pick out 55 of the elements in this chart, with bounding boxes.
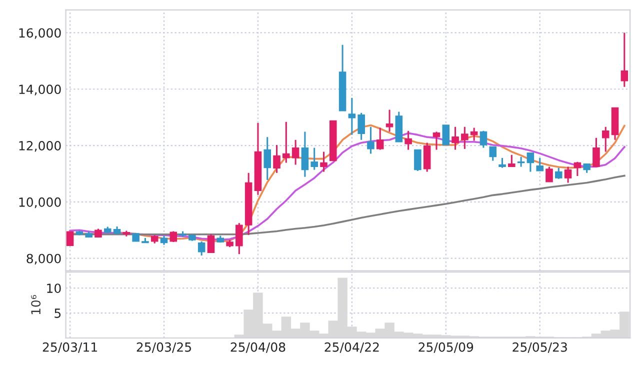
- candlestick: [574, 161, 582, 177]
- y-tick-label: 10,000: [19, 197, 61, 208]
- candlestick: [470, 127, 478, 142]
- candlestick: [517, 156, 525, 168]
- candlestick: [452, 126, 459, 151]
- candlestick: [170, 230, 178, 243]
- x-tick-label: 25/03/25: [136, 342, 191, 353]
- candlestick: [546, 166, 553, 183]
- y-tick-label: 5: [54, 308, 61, 318]
- candlestick: [489, 146, 497, 162]
- candlestick: [66, 231, 74, 246]
- candlestick: [282, 121, 290, 164]
- candlestick: [207, 234, 215, 254]
- candlestick: [423, 142, 431, 173]
- candlestick: [602, 126, 610, 153]
- candlestick: [404, 130, 412, 151]
- x-tick-label: 25/05/09: [418, 342, 474, 353]
- candlestick: [592, 137, 600, 168]
- y-tick-label: 12,000: [19, 141, 61, 152]
- candlestick: [236, 222, 243, 255]
- candlestick: [498, 157, 506, 169]
- candlestick: [508, 154, 516, 168]
- candlestick: [292, 139, 300, 166]
- candlestick: [386, 108, 394, 132]
- candlestick: [461, 126, 468, 150]
- candlestick: [376, 127, 384, 151]
- candlestick: [198, 240, 206, 256]
- candlestick: [432, 130, 440, 151]
- y-tick-label: 10: [47, 284, 61, 294]
- candlestick: [620, 32, 628, 88]
- candlestick: [310, 147, 318, 171]
- candlestick: [301, 130, 309, 178]
- y-tick-label: 16,000: [19, 28, 61, 39]
- x-tick-label: 25/03/11: [42, 342, 97, 353]
- candlestick: [348, 97, 356, 136]
- x-tick-label: 25/04/08: [230, 342, 286, 353]
- y-axis-title: 10⁶: [31, 295, 41, 314]
- candlestick: [555, 167, 562, 180]
- candlestick: [536, 157, 544, 172]
- candlestick: [480, 130, 488, 149]
- candlestick: [367, 126, 374, 154]
- x-tick-label: 25/05/23: [512, 342, 567, 353]
- x-tick-label: 25/04/22: [324, 342, 379, 353]
- candlestick: [358, 112, 365, 141]
- candlestick: [264, 136, 271, 181]
- candlestick: [442, 124, 450, 146]
- candlestick: [564, 166, 572, 184]
- candlestick: [583, 163, 590, 174]
- candlestick: [320, 150, 328, 173]
- candlestick: [273, 144, 280, 174]
- candlestick: [414, 149, 422, 172]
- candlestick: [526, 152, 534, 173]
- y-tick-label: 14,000: [19, 84, 61, 96]
- y-tick-label: 8,000: [26, 254, 61, 265]
- candlestick: [160, 235, 168, 246]
